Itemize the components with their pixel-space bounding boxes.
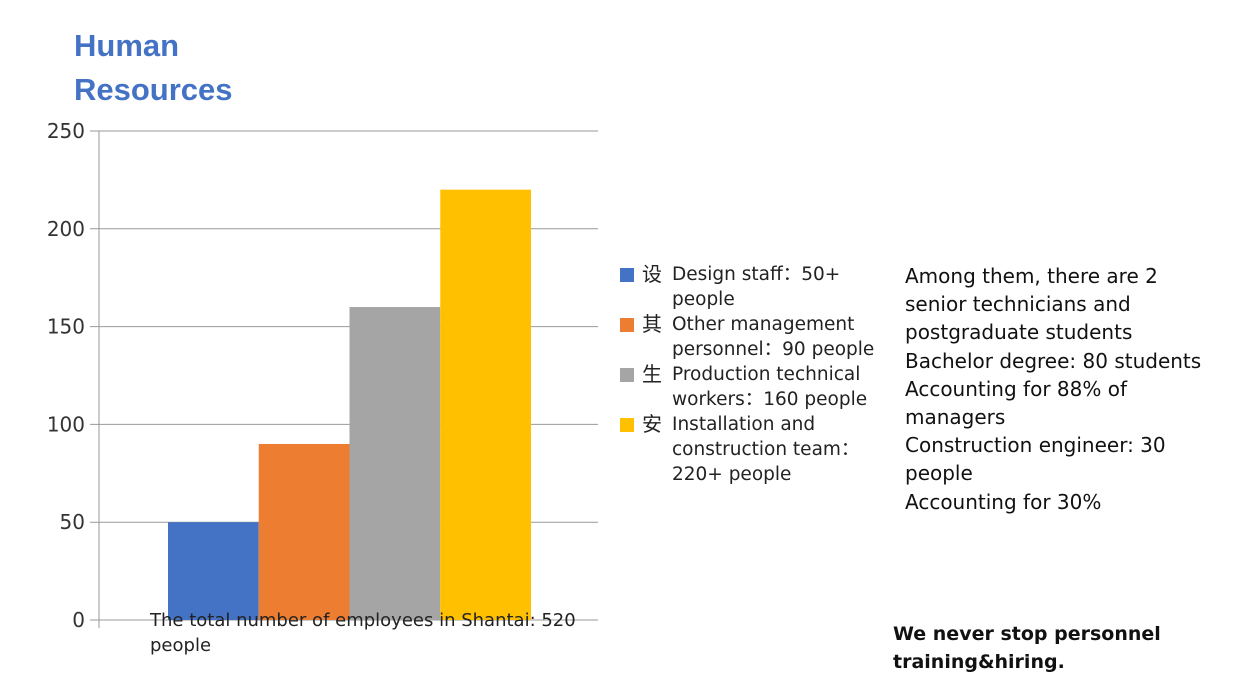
legend-label: Design staff：50+ people (672, 264, 841, 310)
legend-item-management: 其 Other management personnel：90 people (620, 312, 890, 362)
title-line-1: Human (74, 28, 180, 63)
y-tick-label: 150 (47, 315, 85, 339)
bar-1 (168, 522, 259, 620)
title-line-2: Resources (74, 72, 233, 107)
legend-glyph: 设 (642, 262, 662, 286)
y-tick-label: 100 (47, 412, 85, 436)
y-tick-label: 0 (72, 608, 85, 632)
y-tick-label: 250 (47, 119, 85, 143)
legend-swatch (620, 318, 634, 332)
page-title: Human Resources (74, 24, 334, 112)
legend-label: Installation and construction team：220+ … (672, 414, 860, 485)
total-employees-note: The total number of employees in Shantai… (150, 610, 576, 656)
legend-swatch (620, 418, 634, 432)
legend-glyph: 安 (642, 412, 662, 436)
y-axis: 0 50 100 150 200 250 (47, 119, 100, 632)
legend-label: Production technical workers：160 people (672, 364, 868, 410)
bars (168, 189, 531, 620)
staff-notes: Among them, there are 2 senior technicia… (905, 262, 1215, 516)
note-engineers-share: Accounting for 30% (905, 489, 1102, 514)
y-tick-label: 200 (47, 217, 85, 241)
bar-3 (349, 307, 441, 620)
legend-item-production: 生 Production technical workers：160 peopl… (620, 362, 890, 412)
bar-4 (440, 189, 531, 620)
bar-chart: 0 50 100 150 200 250 (47, 119, 598, 632)
legend-swatch (620, 268, 634, 282)
bar-2 (258, 443, 350, 620)
slogan: We never stop personnel training&hiring. (893, 623, 1161, 673)
note-bachelor-degree: Bachelor degree: 80 students (905, 348, 1202, 373)
note-senior-technicians: Among them, there are 2 senior technicia… (905, 264, 1158, 345)
legend-swatch (620, 368, 634, 382)
note-construction-engineers: Construction engineer: 30 people (905, 433, 1166, 486)
y-tick-label: 50 (60, 510, 85, 534)
chart-legend: 设 Design staff：50+ people 其 Other manage… (620, 262, 890, 487)
legend-item-design: 设 Design staff：50+ people (620, 262, 890, 312)
legend-glyph: 生 (642, 362, 662, 386)
legend-glyph: 其 (642, 312, 662, 336)
legend-label: Other management personnel：90 people (672, 314, 875, 360)
note-managers-share: Accounting for 88% of managers (905, 376, 1127, 430)
legend-item-installation: 安 Installation and construction team：220… (620, 412, 890, 487)
